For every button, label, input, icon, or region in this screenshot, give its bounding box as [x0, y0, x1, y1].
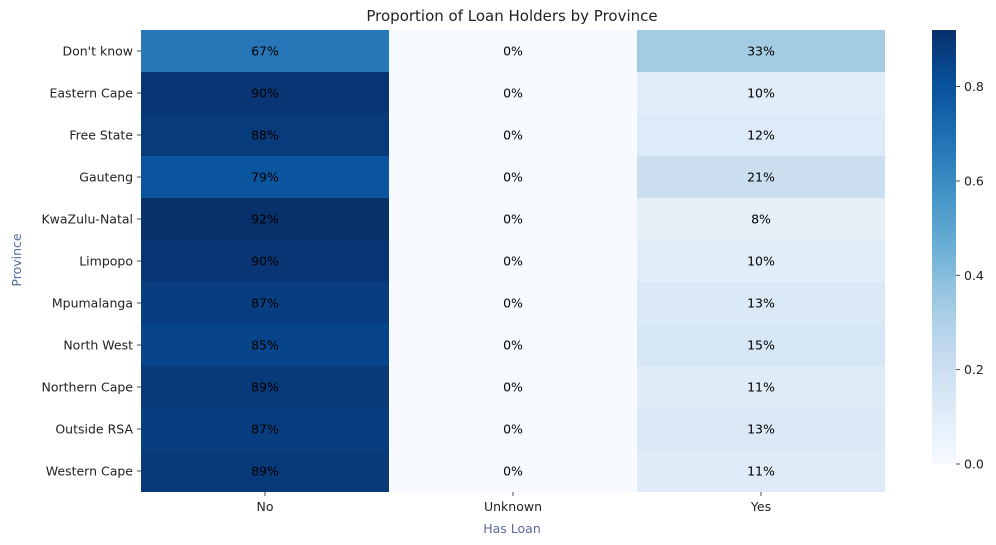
colorbar-tick-label: 0.0 [964, 457, 984, 472]
chart-title: Proportion of Loan Holders by Province [366, 7, 657, 25]
y-tick-label: Western Cape [46, 464, 134, 479]
x-axis-ticks: No Unknown Yes [257, 492, 771, 514]
colorbar-tick-label: 0.6 [964, 173, 984, 188]
cell-value-label: 0% [503, 212, 523, 227]
colorbar-tick-label: 0.2 [964, 362, 984, 377]
cell-value-label: 85% [251, 338, 279, 353]
heatmap-cell [637, 114, 885, 156]
heatmap-cell-labels: 67% 0% 33% 90% 0% 10% 88% 0% 12% 79% 0% 21% 92% 0% 8% 9… [251, 44, 775, 479]
x-tick-label: No [257, 499, 274, 514]
heatmap-cell [389, 324, 637, 366]
heatmap-cell [389, 366, 637, 408]
cell-value-label: 0% [503, 380, 523, 395]
x-tick-label: Unknown [484, 499, 542, 514]
heatmap-cell [637, 450, 885, 492]
cell-value-label: 8% [751, 212, 771, 227]
cell-value-label: 0% [503, 464, 523, 479]
cell-value-label: 11% [747, 464, 775, 479]
cell-value-label: 79% [251, 170, 279, 185]
cell-value-label: 10% [747, 254, 775, 269]
heatmap-cell [389, 156, 637, 198]
heatmap-cell [141, 198, 389, 240]
cell-value-label: 0% [503, 170, 523, 185]
heatmap-cell [389, 450, 637, 492]
y-tick-label: Eastern Cape [50, 86, 134, 101]
colorbar-ticks: 0.0 0.2 0.4 0.6 0.8 [956, 79, 984, 472]
heatmap-cell [141, 408, 389, 450]
heatmap-cell [389, 72, 637, 114]
heatmap-cell [141, 450, 389, 492]
y-tick-label: Gauteng [79, 170, 133, 185]
heatmap-cell [637, 72, 885, 114]
heatmap-cell [389, 30, 637, 72]
cell-value-label: 13% [747, 422, 775, 437]
heatmap-cell [141, 72, 389, 114]
colorbar-tick-label: 0.8 [964, 79, 984, 94]
heatmap-cell [637, 156, 885, 198]
heatmap-cell [141, 240, 389, 282]
heatmap-cell [389, 240, 637, 282]
cell-value-label: 0% [503, 254, 523, 269]
y-tick-label: KwaZulu-Natal [41, 212, 133, 227]
cell-value-label: 0% [503, 338, 523, 353]
cell-value-label: 87% [251, 422, 279, 437]
heatmap-cell [141, 114, 389, 156]
heatmap-cell [389, 114, 637, 156]
cell-value-label: 67% [251, 44, 279, 59]
cell-value-label: 92% [251, 212, 279, 227]
cell-value-label: 0% [503, 296, 523, 311]
heatmap-cell [637, 30, 885, 72]
heatmap-cell [389, 198, 637, 240]
cell-value-label: 88% [251, 128, 279, 143]
cell-value-label: 90% [251, 254, 279, 269]
cell-value-label: 15% [747, 338, 775, 353]
heatmap-cell [637, 324, 885, 366]
cell-value-label: 0% [503, 44, 523, 59]
heatmap-cells [141, 30, 885, 492]
colorbar [932, 30, 956, 464]
heatmap-cell [637, 282, 885, 324]
y-tick-label: Outside RSA [55, 422, 133, 437]
heatmap-cell [637, 408, 885, 450]
colorbar-tick-label: 0.4 [964, 268, 984, 283]
cell-value-label: 90% [251, 86, 279, 101]
cell-value-label: 87% [251, 296, 279, 311]
cell-value-label: 10% [747, 86, 775, 101]
heatmap-cell [637, 240, 885, 282]
heatmap-cell [389, 408, 637, 450]
y-axis-label: Province [9, 233, 24, 286]
heatmap-cell [141, 324, 389, 366]
heatmap-cell [141, 366, 389, 408]
cell-value-label: 33% [747, 44, 775, 59]
heatmap-cell [389, 282, 637, 324]
cell-value-label: 89% [251, 464, 279, 479]
cell-value-label: 13% [747, 296, 775, 311]
cell-value-label: 89% [251, 380, 279, 395]
cell-value-label: 0% [503, 128, 523, 143]
y-tick-label: North West [63, 338, 133, 353]
heatmap-cell [141, 156, 389, 198]
cell-value-label: 12% [747, 128, 775, 143]
heatmap-cell [637, 366, 885, 408]
x-axis-label: Has Loan [483, 521, 541, 536]
heatmap-cell [637, 198, 885, 240]
cell-value-label: 21% [747, 170, 775, 185]
heatmap-cell [141, 282, 389, 324]
cell-value-label: 11% [747, 380, 775, 395]
heatmap-cell [141, 30, 389, 72]
x-tick-label: Yes [750, 499, 771, 514]
y-tick-label: Limpopo [79, 254, 133, 269]
y-tick-label: Northern Cape [42, 380, 134, 395]
y-tick-label: Free State [69, 128, 133, 143]
y-tick-label: Don't know [62, 44, 133, 59]
cell-value-label: 0% [503, 86, 523, 101]
y-tick-label: Mpumalanga [52, 296, 133, 311]
y-axis-ticks: Don't know Eastern Cape Free State Gauteng K… [41, 44, 141, 479]
cell-value-label: 0% [503, 422, 523, 437]
